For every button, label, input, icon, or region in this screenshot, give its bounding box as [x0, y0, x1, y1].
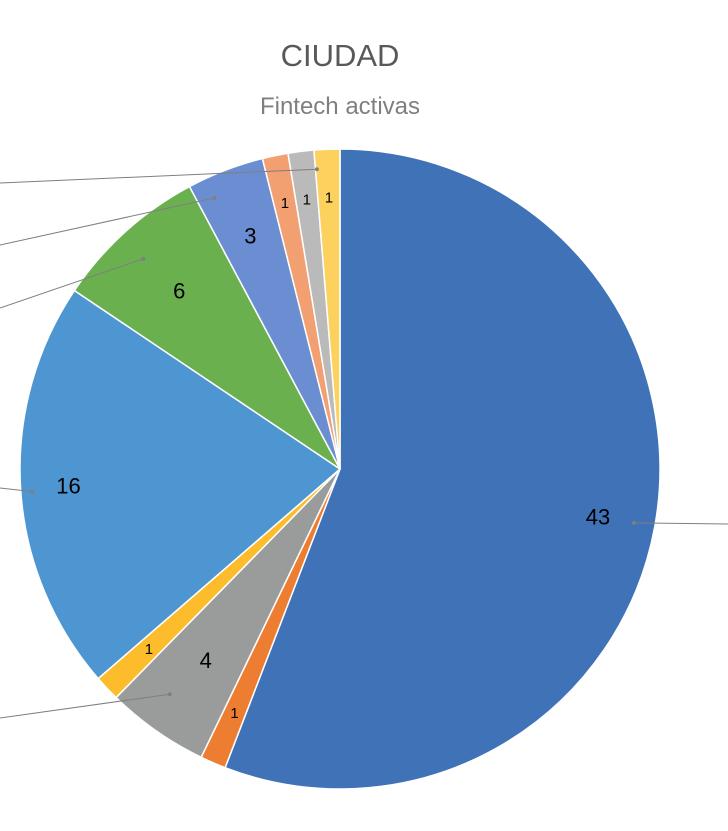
leader-dot [632, 520, 636, 525]
slice-data-label: 16 [56, 473, 80, 498]
slice-data-label: 3 [244, 224, 256, 249]
leader-line [0, 258, 144, 309]
chart-title: CIUDAD [280, 38, 400, 73]
slice-data-label: 1 [230, 705, 238, 722]
leader-line [0, 693, 170, 719]
leader-line [0, 487, 33, 493]
pie-slice [19, 289, 342, 680]
pie-slice [73, 185, 341, 470]
slice-data-label: 1 [325, 190, 333, 207]
leader-line [0, 197, 215, 246]
slice-data-label: 43 [586, 505, 610, 530]
slice-data-label: 1 [281, 195, 289, 212]
pie-slices [19, 148, 661, 790]
slice-data-label: 6 [173, 279, 185, 304]
leader-dot [30, 489, 35, 494]
slice-data-label: 4 [200, 648, 212, 673]
pie-slice [224, 148, 661, 790]
leader-dot [167, 692, 172, 697]
slice-data-label: 1 [145, 641, 153, 658]
leader-dot [212, 196, 217, 200]
leader-line [633, 522, 728, 525]
slice-data-label: 1 [303, 191, 311, 208]
leader-lines [0, 167, 728, 719]
leader-dot [141, 256, 146, 261]
pie-slice [313, 148, 341, 470]
leader-dot [314, 167, 319, 172]
leader-line [0, 168, 317, 184]
chart-subtitle: Fintech activas [259, 93, 421, 120]
